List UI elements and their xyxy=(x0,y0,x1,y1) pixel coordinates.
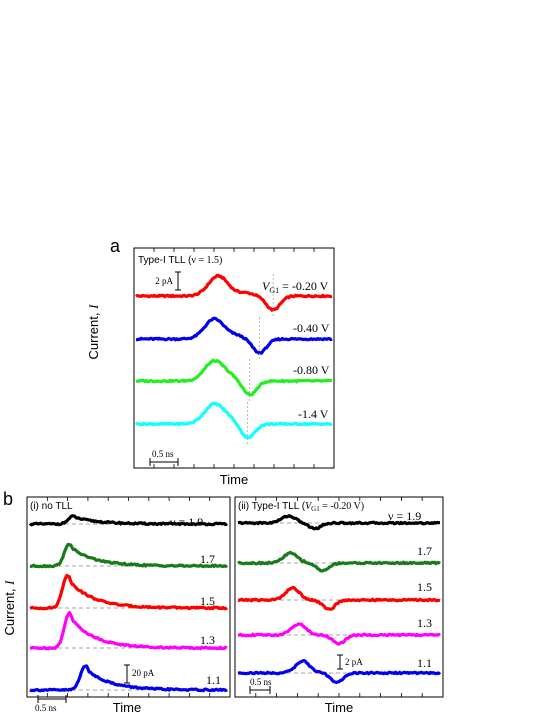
panel-a-vg-label-0: VG1 = -0.20 V xyxy=(262,279,329,295)
panel-b-right-trace-0 xyxy=(237,514,441,531)
panel-a-vg-label-1: -0.40 V xyxy=(293,321,330,335)
panel-b-right-nu-label-3: 1.3 xyxy=(417,616,432,630)
panel-b-right-xlabel: Time xyxy=(325,700,353,715)
panel-b-left-nu-label-1: 1.7 xyxy=(200,552,215,566)
panel-b-left-trace-0 xyxy=(28,514,228,527)
panel-b-right-time-scalebar-label: 0.5 ns xyxy=(250,677,272,687)
panel-b-left-current-scalebar-label: 20 pA xyxy=(132,668,155,678)
panel-b-ylabel: Current, I xyxy=(2,580,17,636)
panel-a-letter: a xyxy=(110,236,121,256)
panel-a-trace-1 xyxy=(135,316,333,355)
panel-a-vg-label-3: -1.4 V xyxy=(298,407,329,421)
panel-a-traces xyxy=(135,273,333,446)
panel-b-left-traces xyxy=(28,514,229,693)
panel-b-letter: b xyxy=(3,489,13,509)
panel-a-xlabel: Time xyxy=(220,472,248,487)
panel-a-trace-2 xyxy=(135,358,333,397)
panel-a-time-scalebar-label: 0.5 ns xyxy=(152,449,174,459)
panel-b-left-nu-label-3: 1.3 xyxy=(200,633,215,647)
panel-b-right-nu-label-1: 1.7 xyxy=(417,544,432,558)
panel-b-right-trace-2 xyxy=(237,585,441,611)
panel-b-right-trace-4 xyxy=(237,659,442,684)
panel-a-title: Type-I TLL (ν = 1.5) xyxy=(138,255,222,266)
panel-b-right-ticks xyxy=(255,497,423,697)
panel-b-left-nu-label-0: ν = 1.9 xyxy=(170,515,203,529)
panel-a-trace-0 xyxy=(135,273,333,312)
panel-b-right-traces xyxy=(237,514,442,684)
panel-a-vg-label-2: -0.80 V xyxy=(293,363,330,377)
panel-b-left-trace-3 xyxy=(29,611,228,651)
panel-a-ticks xyxy=(153,248,315,468)
panel-b-left-trace-1 xyxy=(29,542,229,569)
panel-b-right-nu-label-4: 1.1 xyxy=(417,656,432,670)
panel-b-left-time-scalebar-label: 0.5 ns xyxy=(35,703,57,713)
panel-b-right-trace-1 xyxy=(237,550,441,573)
panel-b-left-nu-label-4: 1.1 xyxy=(206,673,221,687)
panel-b-right-frame xyxy=(234,496,444,698)
panel-b-left-xlabel: Time xyxy=(113,700,141,715)
panel-b-left-ticks xyxy=(46,497,211,697)
panel-b-right-current-scalebar-label: 2 pA xyxy=(345,657,363,667)
panel-b-right-nu-label-2: 1.5 xyxy=(417,580,432,594)
panel-b-left-trace-4 xyxy=(29,664,228,693)
panel-b-left-trace-2 xyxy=(29,573,228,611)
panel-b-right-title: (ii) Type-I TLL (VG1 = -0.20 V) xyxy=(238,501,364,513)
panel-b-right-trace-3 xyxy=(237,622,441,646)
panel-a-trace-3 xyxy=(135,401,333,440)
panel-b-left-nu-label-2: 1.5 xyxy=(200,594,215,608)
panel-b-left-title: (i) no TLL xyxy=(30,501,73,512)
panel-a-ylabel: Current, I xyxy=(86,304,101,360)
panel-a-current-scalebar-label: 2 pA xyxy=(155,276,173,286)
panel-b-right-nu-label-0: ν = 1.9 xyxy=(388,509,421,523)
